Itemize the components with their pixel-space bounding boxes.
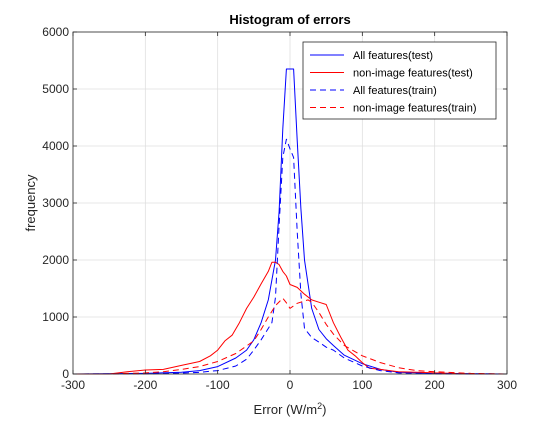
legend-label-1: All features(test)	[353, 50, 433, 62]
x-axis-label: Error (W/m2)	[254, 401, 327, 417]
x-tick-label: -200	[133, 378, 157, 392]
legend: All features(test) non-image features(tes…	[302, 41, 497, 120]
series-line-4	[73, 297, 508, 375]
series-line-1	[72, 68, 508, 375]
legend-label-2: non-image features(test)	[353, 68, 473, 80]
series-line-3	[72, 138, 508, 375]
x-axis-label-close: )	[322, 402, 326, 417]
y-tick-label: 0	[62, 367, 69, 381]
y-tick-label: 5000	[42, 82, 69, 96]
tick-labels: -300 -200 -100 0 100 200 300010002000300040005…	[42, 25, 517, 392]
y-axis-label: frequency	[23, 174, 38, 232]
x-axis-label-superscript: 2	[317, 401, 322, 411]
series-layer	[72, 68, 508, 375]
legend-label-4: non-image features(train)	[353, 103, 477, 115]
y-tick-label: 6000	[42, 25, 69, 39]
y-tick-label: 1000	[42, 310, 69, 324]
x-tick-label: 0	[287, 378, 294, 392]
tick-marks	[72, 31, 508, 375]
x-tick-label: 100	[352, 378, 372, 392]
chart-title: Histogram of errors	[229, 12, 350, 27]
y-tick-label: 3000	[42, 196, 69, 210]
y-tick-label: 2000	[42, 253, 69, 267]
x-tick-label: -300	[61, 378, 85, 392]
legend-label-3: All features(train)	[353, 85, 437, 97]
series-line-2	[73, 261, 507, 375]
y-tick-label: 4000	[42, 139, 69, 153]
x-tick-label: 200	[425, 378, 445, 392]
x-axis-label-main: Error (W/m	[254, 402, 318, 417]
x-tick-label: -100	[206, 378, 230, 392]
x-tick-label: 300	[497, 378, 517, 392]
